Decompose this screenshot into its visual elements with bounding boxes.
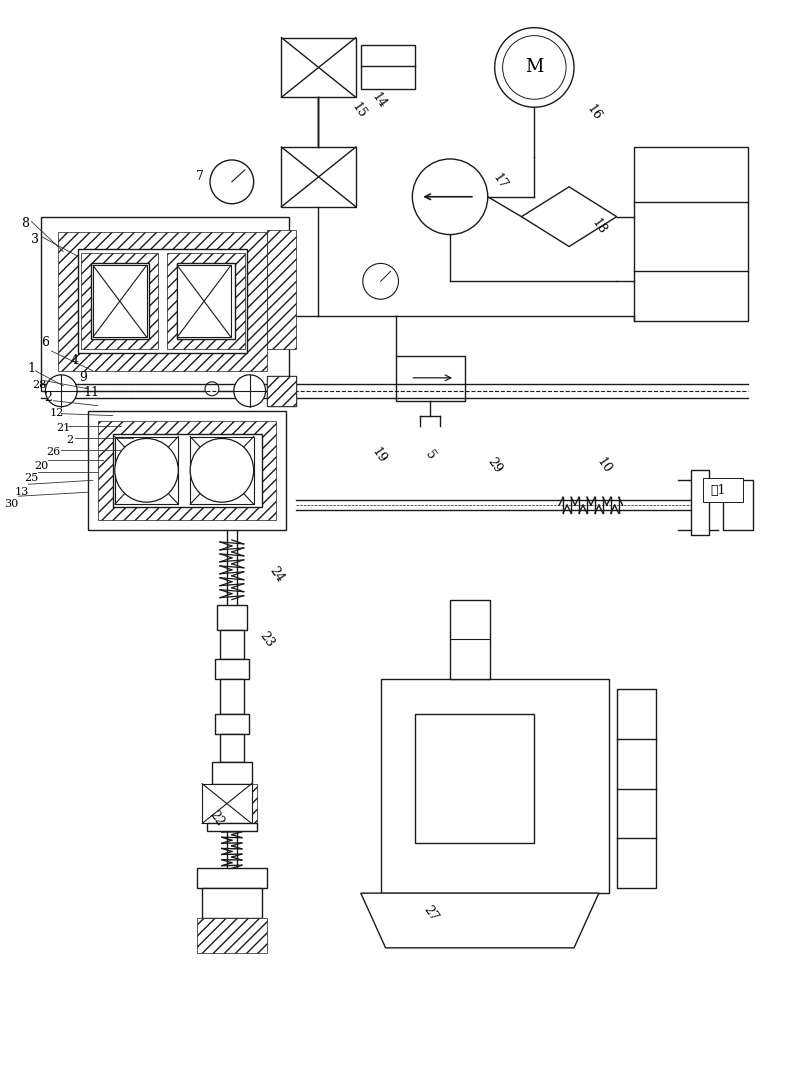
Bar bbox=[220, 679, 244, 714]
Circle shape bbox=[362, 264, 398, 299]
Bar bbox=[197, 918, 266, 953]
Bar bbox=[220, 629, 244, 659]
Text: 29: 29 bbox=[485, 455, 505, 475]
Polygon shape bbox=[522, 187, 617, 247]
Text: 26: 26 bbox=[46, 447, 61, 457]
Bar bbox=[634, 147, 748, 321]
Bar bbox=[167, 253, 245, 349]
Bar bbox=[42, 217, 290, 391]
Text: 图1: 图1 bbox=[710, 484, 726, 497]
Text: 3: 3 bbox=[31, 233, 39, 246]
Text: 25: 25 bbox=[24, 473, 38, 484]
Text: 23: 23 bbox=[257, 629, 277, 649]
Text: 5: 5 bbox=[422, 449, 438, 462]
Text: M: M bbox=[525, 59, 543, 77]
Bar bbox=[212, 761, 252, 784]
Bar bbox=[98, 421, 277, 520]
Text: 22: 22 bbox=[207, 808, 227, 829]
Bar bbox=[202, 889, 262, 918]
Circle shape bbox=[205, 381, 219, 396]
Text: 10: 10 bbox=[594, 455, 614, 475]
Bar bbox=[395, 356, 465, 400]
Bar bbox=[215, 714, 249, 734]
Bar bbox=[202, 784, 252, 823]
Text: 30: 30 bbox=[5, 499, 18, 509]
Bar bbox=[220, 734, 244, 761]
Bar bbox=[81, 253, 158, 349]
Circle shape bbox=[494, 28, 574, 107]
Text: 2: 2 bbox=[45, 391, 52, 404]
Bar bbox=[617, 689, 656, 889]
Circle shape bbox=[502, 35, 566, 99]
Text: 19: 19 bbox=[369, 445, 389, 466]
Text: 2: 2 bbox=[66, 436, 74, 445]
Bar bbox=[91, 264, 149, 339]
Bar bbox=[78, 250, 246, 352]
Text: 16: 16 bbox=[584, 101, 604, 123]
Bar bbox=[93, 266, 146, 337]
Bar bbox=[197, 868, 266, 889]
Circle shape bbox=[114, 439, 178, 502]
Bar bbox=[266, 376, 296, 406]
Text: 24: 24 bbox=[266, 565, 286, 585]
Bar bbox=[415, 714, 534, 844]
Bar bbox=[282, 37, 356, 97]
Bar bbox=[113, 434, 262, 507]
Circle shape bbox=[210, 160, 254, 204]
Text: 18: 18 bbox=[589, 217, 609, 237]
Bar bbox=[282, 147, 356, 207]
Bar bbox=[58, 232, 266, 371]
Bar bbox=[190, 437, 254, 504]
Text: 13: 13 bbox=[14, 487, 29, 498]
Circle shape bbox=[46, 375, 77, 407]
Text: 7: 7 bbox=[196, 171, 204, 184]
Bar bbox=[215, 659, 249, 679]
Bar bbox=[178, 266, 231, 337]
Circle shape bbox=[412, 159, 488, 235]
Bar bbox=[217, 604, 246, 629]
Bar bbox=[691, 470, 709, 535]
Bar bbox=[114, 437, 178, 504]
Bar bbox=[450, 599, 490, 679]
Bar bbox=[703, 478, 742, 502]
Text: 17: 17 bbox=[490, 172, 510, 192]
Circle shape bbox=[190, 439, 254, 502]
Text: 4: 4 bbox=[71, 355, 79, 367]
Bar bbox=[266, 376, 296, 406]
Text: 14: 14 bbox=[369, 90, 389, 111]
Bar bbox=[207, 823, 257, 832]
Text: 9: 9 bbox=[79, 372, 87, 384]
Polygon shape bbox=[361, 893, 599, 947]
Bar bbox=[178, 264, 235, 339]
Text: 20: 20 bbox=[34, 461, 49, 471]
Bar bbox=[88, 410, 286, 530]
Bar bbox=[361, 45, 415, 90]
Text: 21: 21 bbox=[56, 423, 70, 433]
Text: 28: 28 bbox=[32, 380, 46, 390]
Bar bbox=[266, 230, 296, 349]
Bar bbox=[723, 481, 753, 530]
Text: 6: 6 bbox=[42, 336, 50, 349]
Bar bbox=[381, 679, 609, 893]
Text: 15: 15 bbox=[349, 100, 369, 121]
Circle shape bbox=[234, 375, 266, 407]
Text: 11: 11 bbox=[83, 387, 99, 399]
Bar bbox=[207, 784, 257, 823]
Text: 8: 8 bbox=[22, 217, 30, 230]
Text: 27: 27 bbox=[420, 902, 440, 923]
Text: 12: 12 bbox=[49, 408, 63, 418]
Text: 1: 1 bbox=[27, 362, 35, 375]
